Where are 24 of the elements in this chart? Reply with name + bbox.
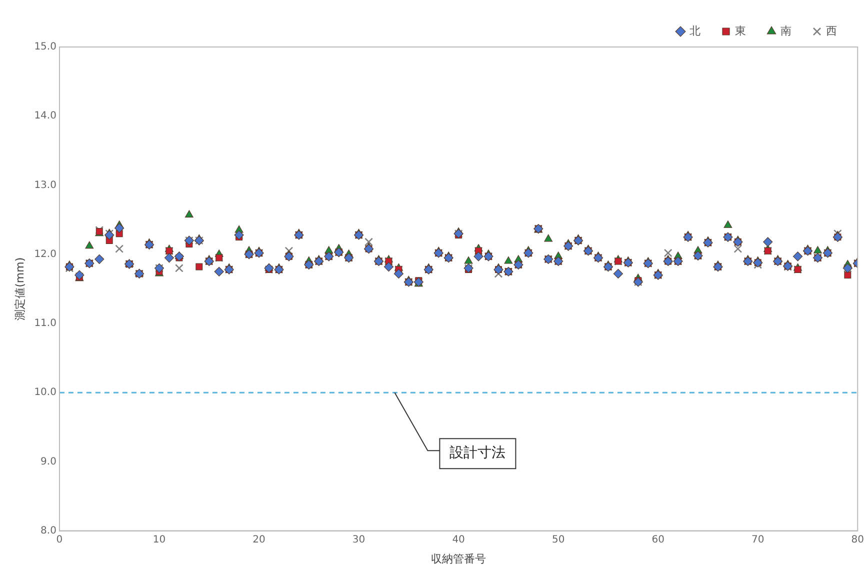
- legend-label: 南: [780, 24, 792, 38]
- y-tick-label: 13.0: [34, 180, 56, 191]
- legend-label: 東: [735, 24, 746, 38]
- x-tick-label: 80: [851, 534, 864, 546]
- x-tick-label: 50: [552, 534, 565, 546]
- x-tick-label: 20: [252, 534, 266, 546]
- legend-label: 西: [826, 24, 837, 38]
- y-tick-label: 9.0: [40, 456, 56, 468]
- x-tick-label: 70: [752, 534, 764, 546]
- y-tick-label: 11.0: [34, 318, 56, 330]
- legend-label: 北: [690, 24, 700, 38]
- y-tick-label: 10.0: [34, 387, 56, 398]
- y-tick-label: 8.0: [40, 525, 56, 536]
- x-tick-label: 60: [652, 534, 664, 546]
- y-tick-label: 14.0: [34, 110, 56, 122]
- y-tick-label: 15.0: [34, 42, 56, 53]
- x-tick-label: 10: [152, 534, 166, 546]
- x-tick-label: 0: [56, 534, 63, 546]
- y-tick-label: 12.0: [34, 248, 56, 260]
- x-axis-title: 収納管番号: [431, 552, 486, 566]
- y-axis-title: 測定値(mm): [13, 257, 26, 320]
- x-tick-label: 30: [352, 534, 366, 546]
- x-tick-label: 40: [452, 534, 465, 546]
- ref-line-label: 設計寸法: [450, 445, 506, 462]
